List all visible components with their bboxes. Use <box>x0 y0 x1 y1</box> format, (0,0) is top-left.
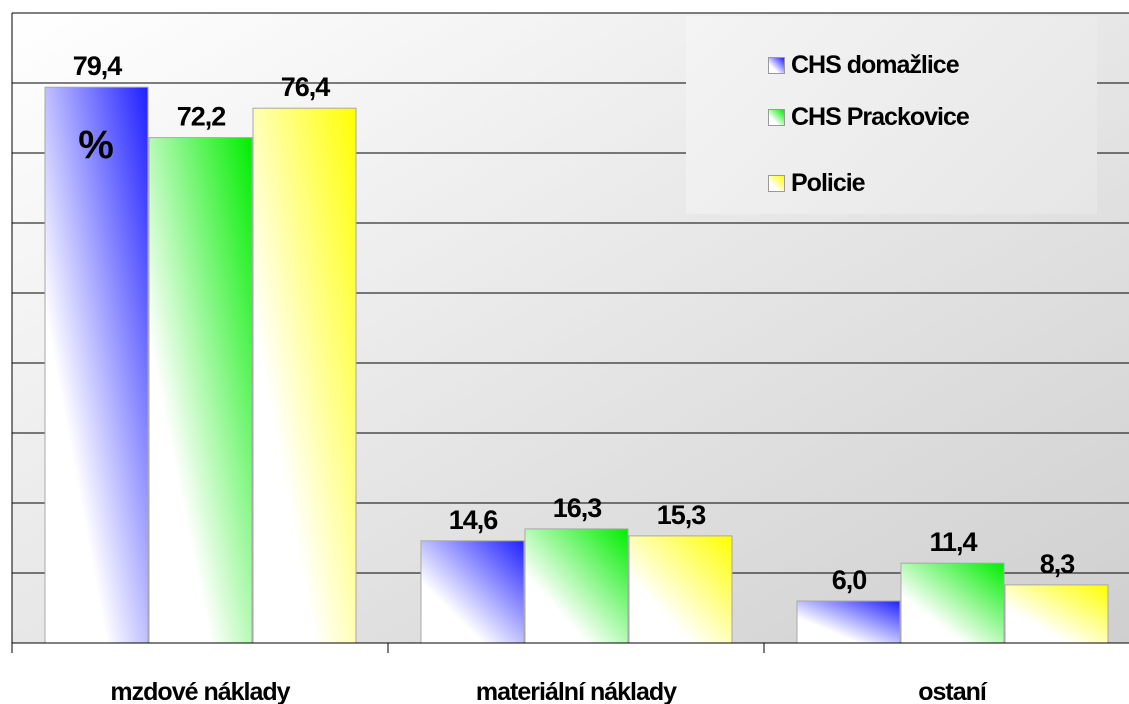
data-label: 72,2 <box>177 102 226 132</box>
legend-label: CHS Prackovice <box>791 102 970 131</box>
x-tick-label: materiální náklady <box>476 678 677 704</box>
data-label: 14,6 <box>449 505 499 535</box>
bar <box>420 540 525 644</box>
legend-swatch-chs-domazlice <box>768 56 785 74</box>
legend-item-policie: Policie <box>768 167 866 199</box>
bar <box>44 86 149 644</box>
data-label: 76,4 <box>281 72 331 102</box>
bar <box>796 600 901 644</box>
data-label: 16,3 <box>553 493 603 523</box>
bar <box>900 562 1005 644</box>
legend-label: CHS domažlice <box>791 50 960 79</box>
bar <box>628 535 733 644</box>
x-tick-label: mzdové náklady <box>110 678 290 704</box>
bar <box>148 137 253 644</box>
legend-item-chs-domazlice: CHS domažlice <box>768 49 960 81</box>
legend: CHS domažlice CHS Prackovice Policie <box>686 16 1097 214</box>
bar <box>524 528 629 644</box>
unit-label: % <box>78 123 114 167</box>
bar <box>1004 584 1109 644</box>
data-label: 8,3 <box>1040 549 1076 579</box>
data-label: 79,4 <box>73 51 123 81</box>
data-label: 11,4 <box>929 527 977 557</box>
legend-swatch-policie <box>768 174 785 192</box>
legend-label: Policie <box>791 168 866 197</box>
data-label: 6,0 <box>832 565 867 595</box>
legend-swatch-chs-prackovice <box>768 108 785 126</box>
bar <box>252 107 357 644</box>
legend-item-chs-prackovice: CHS Prackovice <box>768 101 970 133</box>
data-label: 15,3 <box>657 500 707 530</box>
x-tick-label: ostaní <box>918 678 988 704</box>
